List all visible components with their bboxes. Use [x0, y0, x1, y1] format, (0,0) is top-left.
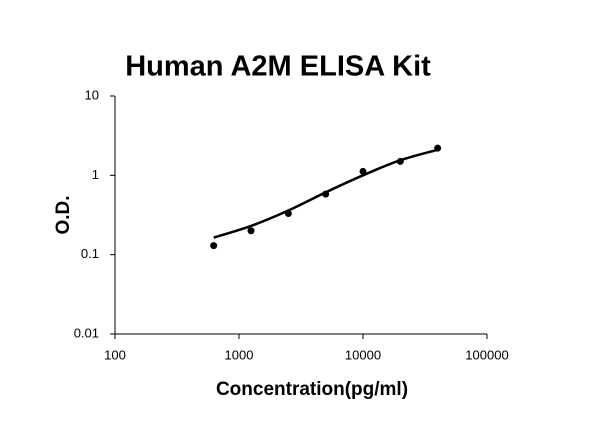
data-point — [247, 227, 255, 235]
y-tick-label: 10 — [85, 87, 99, 102]
y-axis-label: O.D. — [53, 195, 74, 234]
x-tick-label: 100 — [104, 347, 126, 362]
data-point — [210, 242, 218, 250]
y-tick-label: 0.01 — [74, 325, 99, 340]
data-point — [359, 167, 367, 175]
y-tick-label: 1 — [92, 167, 99, 182]
data-point — [396, 157, 404, 165]
x-axis-label: Concentration(pg/ml) — [216, 379, 408, 400]
y-tick-label: 0.1 — [81, 246, 99, 261]
data-point — [322, 190, 330, 198]
x-tick-label: 100000 — [465, 347, 508, 362]
chart-title: Human A2M ELISA Kit — [125, 51, 431, 83]
x-tick-label: 10000 — [345, 347, 381, 362]
data-point — [284, 210, 292, 218]
x-tick-label: 1000 — [225, 347, 254, 362]
data-point — [434, 144, 442, 152]
